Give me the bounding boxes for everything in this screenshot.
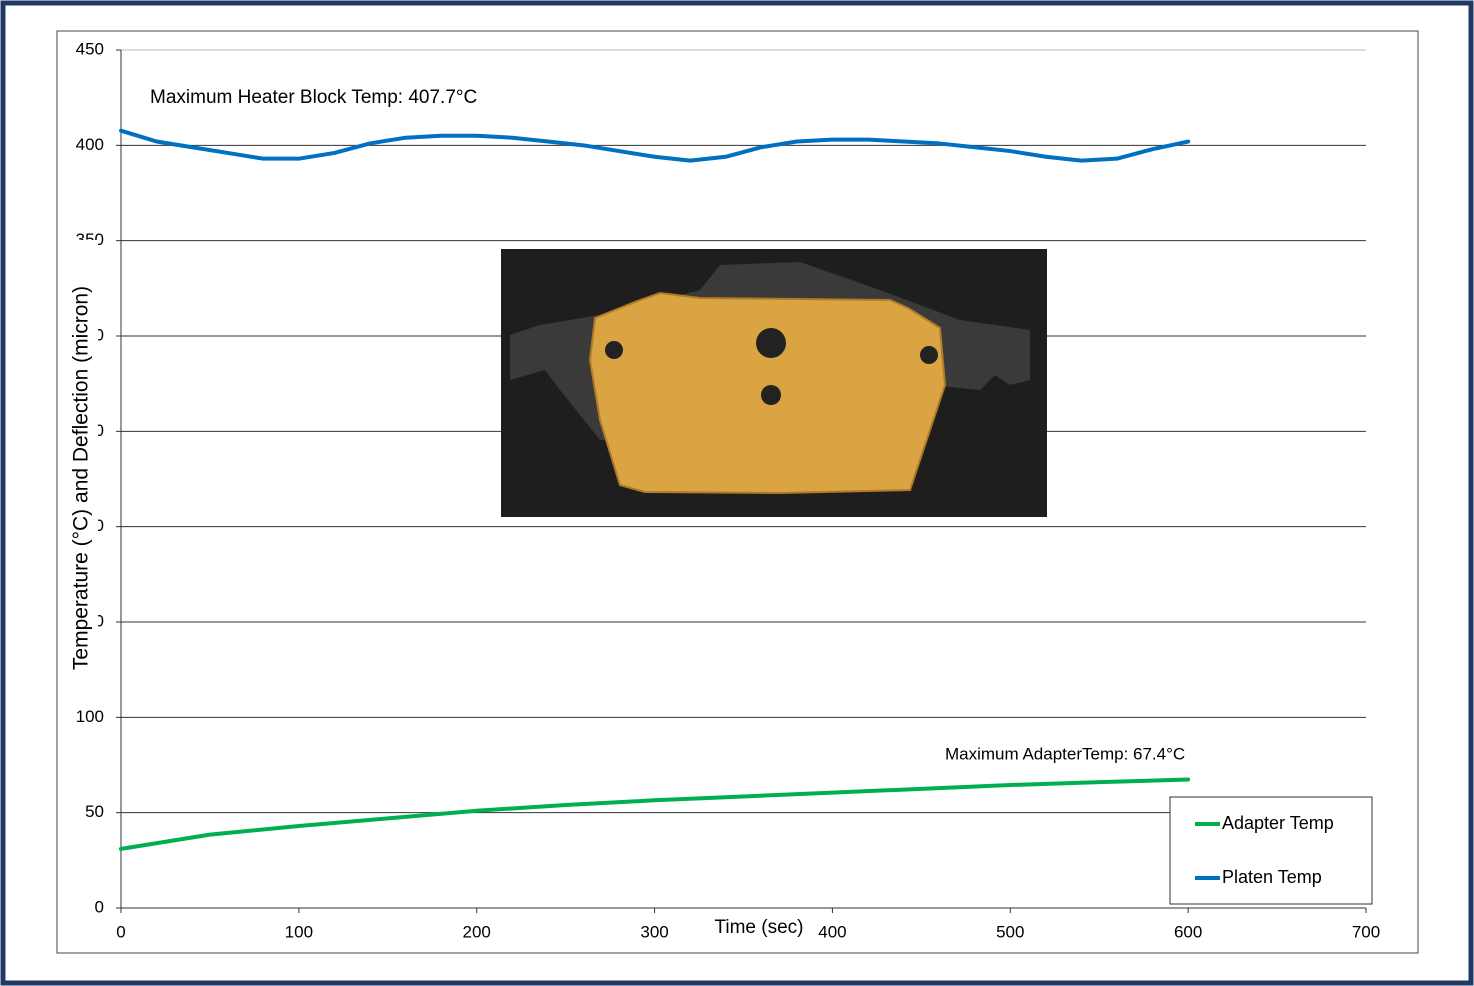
y-axis-title: Temperature (°C) and Deflection (micron)	[70, 286, 93, 670]
pad-hole	[605, 341, 623, 359]
annotation: Maximum Heater Block Temp: 407.7°C	[150, 87, 477, 108]
x-tick-label: 600	[1174, 922, 1202, 941]
y-tick-label: 400	[76, 135, 104, 154]
y-tick-label: 50	[85, 802, 104, 821]
series-line	[119, 128, 1191, 163]
legend-label: Adapter Temp	[1222, 813, 1334, 833]
x-tick-label: 200	[463, 922, 491, 941]
x-tick-label: 700	[1352, 922, 1380, 941]
y-tick-label: 0	[95, 897, 104, 916]
x-tick-label: 300	[640, 922, 668, 941]
x-tick-label: 400	[818, 922, 846, 941]
annotation: Maximum AdapterTemp: 67.4°C	[945, 744, 1185, 763]
photo	[501, 249, 1047, 517]
y-tick-label: 450	[76, 39, 104, 58]
pad-hole	[920, 346, 938, 364]
y-title-background	[66, 240, 98, 710]
series-line	[119, 777, 1191, 851]
y-tick-label: 100	[76, 707, 104, 726]
x-tick-label: 500	[996, 922, 1024, 941]
x-title-background	[703, 914, 813, 942]
x-tick-label: 100	[285, 922, 313, 941]
legend-label: Platen Temp	[1222, 867, 1322, 887]
legend-box	[1169, 796, 1373, 905]
x-axis-title: Time (sec)	[714, 917, 803, 938]
pad-hole	[756, 328, 786, 358]
pad-hole	[761, 385, 781, 405]
x-tick-label: 0	[116, 922, 125, 941]
